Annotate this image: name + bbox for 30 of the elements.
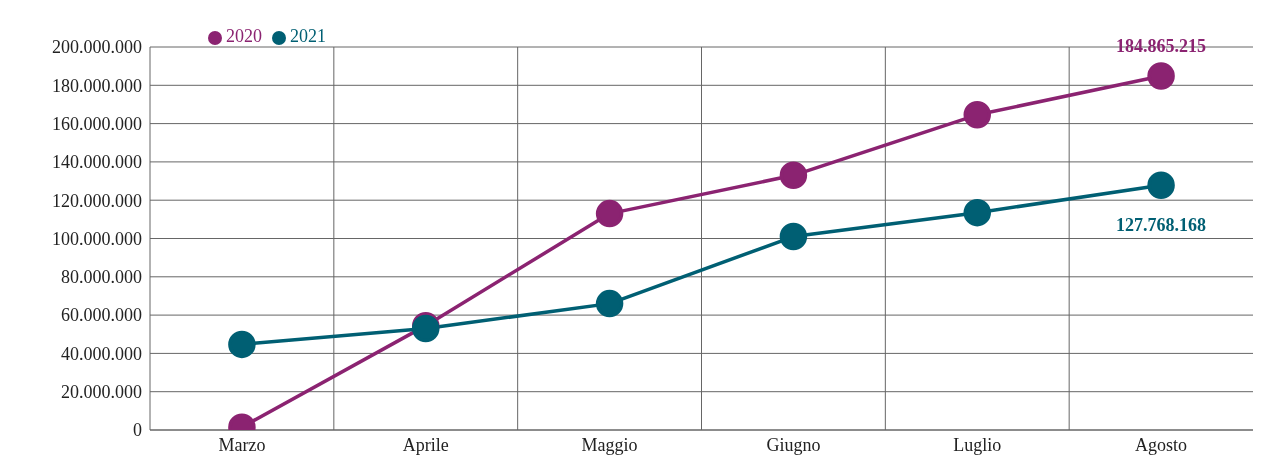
y-tick-label: 60.000.000 [61, 305, 142, 326]
y-tick-label: 100.000.000 [52, 228, 142, 249]
x-tick-label: Maggio [581, 434, 638, 455]
y-tick-label: 140.000.000 [52, 152, 142, 173]
point [779, 222, 808, 251]
x-tick-label: Marzo [218, 434, 266, 455]
point [595, 289, 624, 318]
point [963, 101, 991, 129]
y-tick-label: 80.000.000 [61, 267, 142, 288]
point [595, 199, 624, 228]
data-label: 127.768.168 [1116, 215, 1207, 236]
point [1147, 62, 1175, 90]
point [1147, 171, 1175, 200]
y-tick-label: 40.000.000 [61, 343, 142, 364]
y-tick-label: 0 [133, 420, 142, 441]
point [228, 330, 256, 359]
y-tick-label: 160.000.000 [52, 113, 142, 134]
x-tick-label: Agosto [1135, 434, 1188, 455]
y-tick-label: 20.000.000 [61, 382, 142, 403]
point [779, 161, 808, 190]
y-tick-label: 120.000.000 [52, 190, 142, 211]
data-label: 184.865.215 [1116, 35, 1207, 56]
y-tick-label: 180.000.000 [52, 75, 142, 96]
x-tick-label: Aprile [402, 434, 449, 455]
legend-label: 2021 [290, 26, 326, 46]
legend-label: 2020 [226, 26, 262, 46]
x-tick-label: Luglio [953, 434, 1002, 455]
point [963, 198, 991, 227]
y-tick-label: 200.000.000 [52, 37, 142, 58]
x-tick-label: Giugno [766, 434, 821, 455]
